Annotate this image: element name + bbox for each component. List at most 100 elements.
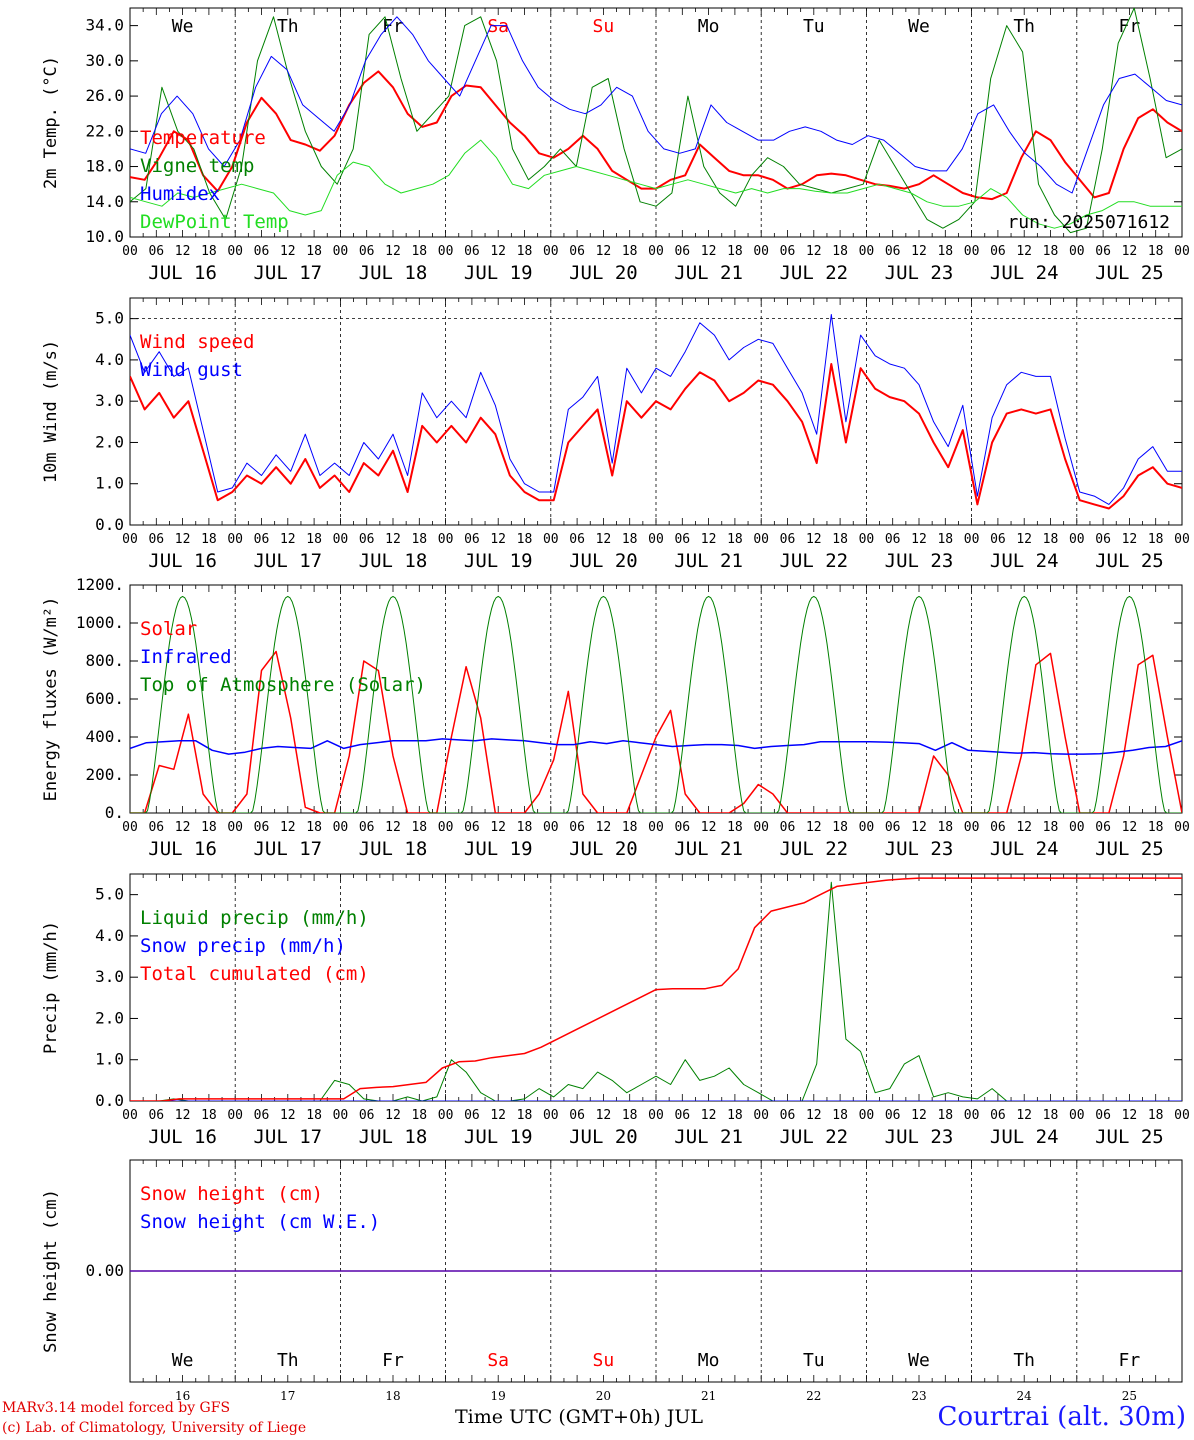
hour-tick-label: 06 bbox=[569, 532, 585, 547]
day-number-label: 21 bbox=[701, 1389, 716, 1403]
x-axis-title: Time UTC (GMT+0h) JUL bbox=[455, 1406, 703, 1428]
hour-tick-label: 06 bbox=[569, 244, 585, 259]
y-tick-label: 4.0 bbox=[95, 926, 124, 945]
hour-tick-label: 00 bbox=[227, 820, 243, 835]
model-credit: MARv3.14 model forced by GFS bbox=[2, 1400, 231, 1416]
day-label: JUL 22 bbox=[779, 550, 848, 572]
weekday-label: We bbox=[908, 1350, 930, 1371]
y-tick-label: 18.0 bbox=[85, 157, 124, 176]
hour-tick-label: 12 bbox=[1122, 820, 1138, 835]
hour-tick-label: 12 bbox=[806, 244, 822, 259]
hour-tick-label: 06 bbox=[254, 532, 270, 547]
day-number-label: 19 bbox=[491, 1389, 506, 1403]
y-tick-label: 400. bbox=[85, 727, 124, 746]
y-tick-label: 0.0 bbox=[95, 515, 124, 534]
y-tick-label: 800. bbox=[85, 651, 124, 670]
day-label: JUL 17 bbox=[253, 262, 322, 284]
hour-tick-label: 00 bbox=[859, 532, 875, 547]
day-label: JUL 23 bbox=[885, 838, 954, 860]
hour-tick-label: 00 bbox=[438, 820, 454, 835]
hour-tick-label: 00 bbox=[1069, 1108, 1085, 1123]
hour-tick-label: 06 bbox=[780, 1108, 796, 1123]
hour-tick-label: 00 bbox=[438, 244, 454, 259]
y-tick-label: 0. bbox=[105, 803, 124, 822]
weekday-label: We bbox=[172, 1350, 194, 1371]
hour-tick-label: 06 bbox=[148, 244, 164, 259]
day-label: JUL 21 bbox=[674, 1126, 743, 1148]
hour-tick-label: 12 bbox=[1016, 244, 1032, 259]
hour-tick-label: 06 bbox=[359, 532, 375, 547]
hour-tick-label: 18 bbox=[937, 532, 953, 547]
series-line bbox=[130, 314, 1182, 505]
hour-tick-label: 18 bbox=[727, 820, 743, 835]
day-number-label: 25 bbox=[1122, 1389, 1137, 1403]
hour-tick-label: 00 bbox=[227, 532, 243, 547]
legend-entry: Snow height (cm) bbox=[140, 1183, 323, 1205]
hour-tick-label: 18 bbox=[1043, 820, 1059, 835]
hour-tick-label: 06 bbox=[674, 244, 690, 259]
weekday-label: Th bbox=[1013, 1350, 1035, 1371]
hour-tick-label: 00 bbox=[648, 532, 664, 547]
day-label: JUL 20 bbox=[569, 550, 638, 572]
hour-tick-label: 18 bbox=[1148, 244, 1164, 259]
series-line bbox=[130, 650, 1182, 813]
hour-tick-label: 12 bbox=[280, 1108, 296, 1123]
hour-tick-label: 00 bbox=[122, 532, 138, 547]
hour-tick-label: 18 bbox=[306, 1108, 322, 1123]
weekday-label: Tu bbox=[803, 16, 825, 37]
hour-tick-label: 06 bbox=[674, 532, 690, 547]
day-label: JUL 23 bbox=[885, 262, 954, 284]
hour-tick-label: 12 bbox=[701, 820, 717, 835]
hour-tick-label: 18 bbox=[201, 244, 217, 259]
legend-entry: Snow precip (mm/h) bbox=[140, 935, 346, 957]
hour-tick-label: 06 bbox=[780, 532, 796, 547]
hour-tick-label: 06 bbox=[464, 244, 480, 259]
day-label: JUL 22 bbox=[779, 262, 848, 284]
day-label: JUL 24 bbox=[990, 550, 1059, 572]
legend-entry: Wind speed bbox=[140, 331, 254, 353]
series-line bbox=[130, 738, 1182, 755]
hour-tick-label: 12 bbox=[596, 1108, 612, 1123]
hour-tick-label: 06 bbox=[359, 244, 375, 259]
hour-tick-label: 18 bbox=[1043, 1108, 1059, 1123]
day-label: JUL 19 bbox=[464, 262, 533, 284]
hour-tick-label: 06 bbox=[464, 532, 480, 547]
hour-tick-label: 06 bbox=[990, 244, 1006, 259]
hour-tick-label: 06 bbox=[254, 1108, 270, 1123]
y-axis-label: 2m Temp. (°C) bbox=[41, 56, 61, 189]
day-number-label: 17 bbox=[280, 1389, 295, 1403]
day-label: JUL 19 bbox=[464, 550, 533, 572]
hour-tick-label: 06 bbox=[674, 1108, 690, 1123]
hour-tick-label: 12 bbox=[596, 532, 612, 547]
y-tick-label: 2.0 bbox=[95, 1008, 124, 1027]
hour-tick-label: 00 bbox=[1069, 244, 1085, 259]
legend-entry: Humidex bbox=[140, 183, 220, 205]
legend-entry: Vigne temp bbox=[140, 155, 254, 177]
hour-tick-label: 00 bbox=[543, 1108, 559, 1123]
series-line bbox=[130, 363, 1182, 510]
day-label: JUL 19 bbox=[464, 1126, 533, 1148]
hour-tick-label: 18 bbox=[937, 820, 953, 835]
hour-tick-label: 06 bbox=[885, 1108, 901, 1123]
hour-tick-label: 18 bbox=[832, 532, 848, 547]
day-label: JUL 16 bbox=[148, 1126, 217, 1148]
day-label: JUL 23 bbox=[885, 550, 954, 572]
hour-tick-label: 06 bbox=[464, 820, 480, 835]
y-tick-label: 600. bbox=[85, 689, 124, 708]
y-tick-label: 1.0 bbox=[95, 474, 124, 493]
hour-tick-label: 18 bbox=[411, 820, 427, 835]
hour-tick-label: 00 bbox=[333, 244, 349, 259]
hour-tick-label: 00 bbox=[1174, 532, 1190, 547]
day-label: JUL 18 bbox=[359, 550, 428, 572]
weekday-label: Th bbox=[277, 16, 299, 37]
series-line bbox=[130, 16, 1182, 194]
hour-tick-label: 06 bbox=[569, 1108, 585, 1123]
hour-tick-label: 18 bbox=[727, 532, 743, 547]
hour-tick-label: 12 bbox=[806, 1108, 822, 1123]
y-tick-label: 1000. bbox=[76, 613, 124, 632]
weekday-label: Mo bbox=[698, 16, 720, 37]
series-line bbox=[130, 877, 1182, 1101]
hour-tick-label: 06 bbox=[990, 1108, 1006, 1123]
hour-tick-label: 06 bbox=[885, 244, 901, 259]
hour-tick-label: 00 bbox=[964, 1108, 980, 1123]
